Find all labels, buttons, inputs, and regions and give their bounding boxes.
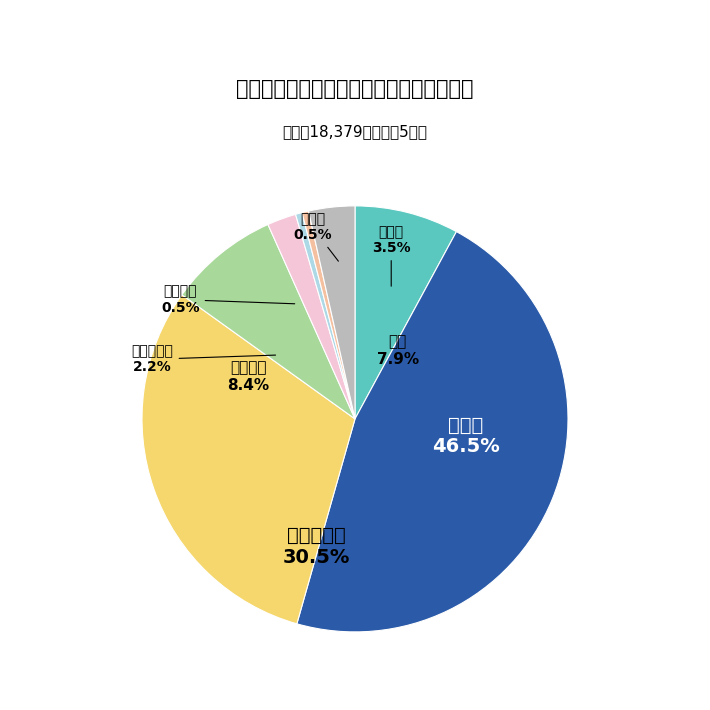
Wedge shape [182, 224, 355, 419]
Text: 不明
7.9%: 不明 7.9% [376, 334, 419, 367]
Text: ドア錠破り
2.2%: ドア錠破り 2.2% [132, 344, 275, 374]
Text: 住宅で発生した侵入窃盗の侵入方法別割合: 住宅で発生した侵入窃盗の侵入方法別割合 [236, 79, 474, 99]
Text: 格子破り
0.5%: 格子破り 0.5% [161, 285, 295, 315]
Text: 施錠開け
8.4%: 施錠開け 8.4% [227, 360, 270, 393]
Text: その他
3.5%: その他 3.5% [372, 225, 410, 286]
Text: 総数：18,379件（令和5年）: 総数：18,379件（令和5年） [283, 124, 427, 139]
Wedge shape [355, 206, 457, 419]
Text: 戸外し
0.5%: 戸外し 0.5% [293, 212, 339, 261]
Wedge shape [302, 211, 355, 419]
Wedge shape [142, 295, 355, 624]
Wedge shape [268, 214, 355, 419]
Text: ガラス破り
30.5%: ガラス破り 30.5% [283, 526, 350, 567]
Wedge shape [295, 212, 355, 419]
Text: 無締り
46.5%: 無締り 46.5% [432, 415, 500, 457]
Wedge shape [309, 206, 355, 419]
Wedge shape [297, 231, 568, 632]
